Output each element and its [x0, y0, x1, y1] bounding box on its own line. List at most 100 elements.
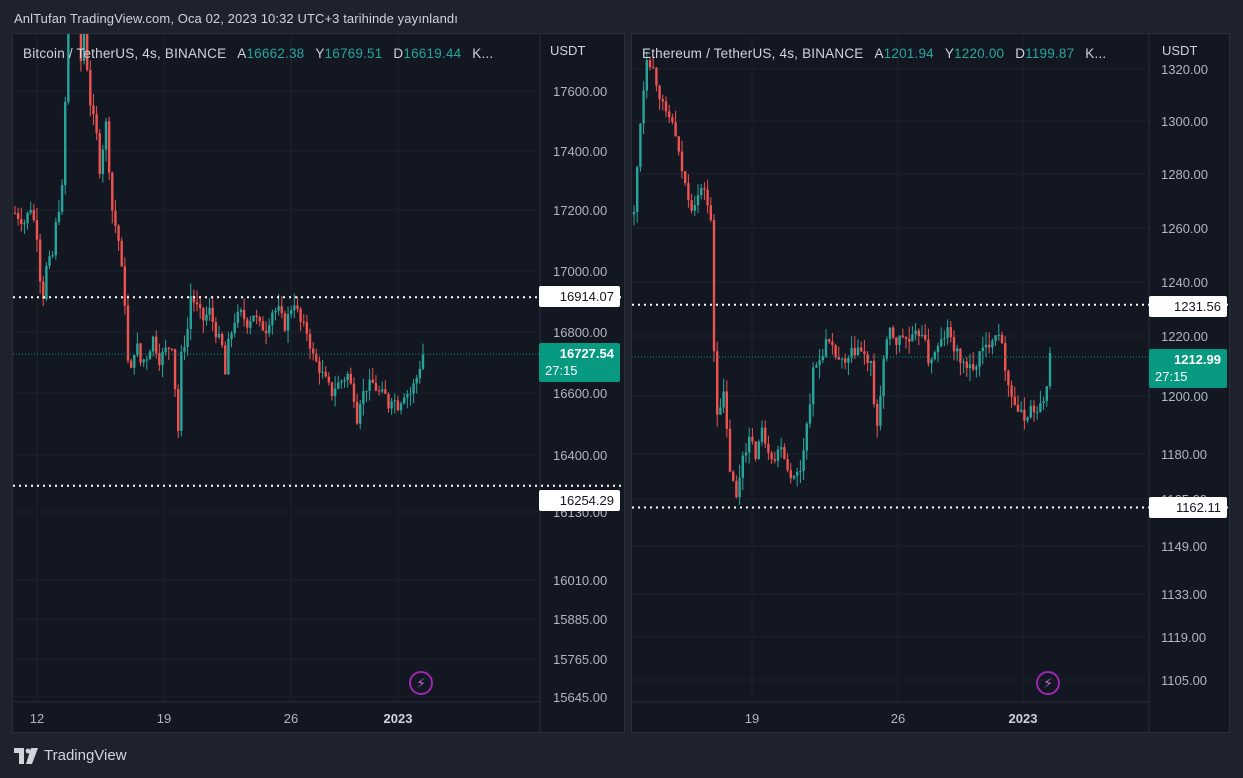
eth-symbol-label: Ethereum / TetherUS, 4s, BINANCE — [642, 46, 864, 61]
candle-body — [792, 475, 796, 479]
candle-body — [930, 359, 933, 364]
candle-body — [249, 321, 252, 328]
btc-y-key: Y — [315, 46, 325, 61]
btc-d-key: D — [393, 46, 404, 61]
candle-body — [396, 400, 400, 411]
candle-body — [956, 348, 959, 352]
candle-body — [808, 404, 812, 424]
eth-more-label[interactable]: K... — [1085, 46, 1107, 61]
candle-body — [828, 339, 831, 342]
candle-body — [60, 185, 64, 212]
candle-body — [1039, 403, 1042, 413]
candle-body — [904, 337, 908, 339]
btc-chart-panel[interactable]: 17600.00 17400.00 17200.00 17000.00 16800.00… — [12, 33, 625, 733]
candle-body — [129, 360, 133, 368]
candle-body — [402, 397, 406, 404]
candle-body — [693, 205, 696, 211]
candle-body — [943, 338, 946, 340]
candle-body — [639, 123, 642, 168]
eth-d-value: 1199.87 — [1025, 46, 1075, 61]
candle-body — [48, 256, 51, 266]
lightning-icon[interactable]: ⚡ — [1036, 671, 1060, 695]
y-tick-label: 1220.00 — [1161, 329, 1208, 344]
candle-body — [1016, 404, 1020, 412]
candle-body — [924, 334, 927, 340]
candle-body — [882, 358, 885, 397]
candle-body — [975, 366, 978, 370]
candle-body — [757, 441, 760, 459]
candle-body — [123, 266, 127, 306]
candle-body — [258, 317, 261, 322]
eth-countdown: 27:15 — [1155, 369, 1188, 384]
tradingview-footer[interactable]: TradingView — [14, 747, 127, 764]
candle-body — [1042, 401, 1045, 404]
eth-a-value: 1201.94 — [883, 46, 934, 61]
candle-body — [183, 347, 186, 352]
candle-body — [978, 351, 981, 367]
candle-body — [340, 381, 343, 383]
candle-body — [177, 389, 180, 431]
eth-chart-svg[interactable]: 1320.00 1300.00 1280.00 1260.00 1240.00 1220.… — [632, 34, 1230, 733]
candle-body — [965, 361, 968, 369]
candle-body — [384, 389, 387, 394]
candle-body — [148, 351, 152, 360]
candle-body — [927, 339, 930, 364]
candle-body — [959, 348, 962, 363]
candle-body — [415, 378, 418, 384]
candle-body — [1048, 353, 1052, 387]
candle-body — [885, 339, 888, 359]
candle-body — [89, 69, 92, 106]
candle-body — [706, 189, 709, 206]
candle-body — [856, 347, 860, 356]
candle-body — [368, 379, 371, 391]
candle-body — [289, 310, 293, 315]
candle-body — [355, 401, 359, 424]
candle-body — [972, 364, 975, 370]
candle-body — [198, 304, 202, 309]
candle-body — [387, 393, 390, 409]
candle-body — [145, 359, 149, 361]
candle-body — [850, 348, 853, 358]
candle-body — [38, 239, 42, 282]
eth-d-key: D — [1015, 46, 1026, 61]
candle-body — [1004, 343, 1007, 371]
candle-body — [418, 368, 422, 379]
candle-body — [302, 321, 305, 323]
candle-body — [139, 343, 142, 363]
candle-body — [853, 348, 856, 356]
btc-chart-svg[interactable]: 17600.00 17400.00 17200.00 17000.00 16800.00… — [13, 34, 625, 733]
candle-body — [933, 352, 936, 360]
candle-body — [671, 117, 674, 123]
candle-body — [680, 151, 684, 172]
x-tick-label: 19 — [745, 711, 759, 726]
candle-body — [1023, 409, 1026, 421]
eth-chart-panel[interactable]: 1320.00 1300.00 1280.00 1260.00 1240.00 1220.… — [631, 33, 1230, 733]
btc-a-value: 16662.38 — [246, 46, 305, 61]
candle-body — [208, 307, 211, 315]
candle-body — [126, 305, 130, 361]
candle-body — [863, 351, 866, 355]
y-tick-label: 15885.00 — [553, 612, 607, 627]
candle-body — [220, 333, 224, 346]
candle-body — [280, 306, 283, 314]
lightning-icon[interactable]: ⚡ — [409, 671, 433, 695]
candle-body — [271, 312, 274, 326]
btc-lower-line-label: 16254.29 — [539, 490, 620, 511]
candle-body — [744, 452, 748, 456]
candle-body — [133, 355, 136, 368]
candle-body — [305, 322, 309, 334]
candle-body — [748, 436, 751, 453]
candle-body — [920, 334, 924, 336]
candle-body — [136, 343, 139, 356]
candle-body — [946, 327, 949, 339]
eth-upper-line-label: 1231.56 — [1149, 296, 1227, 317]
candle-body — [917, 330, 920, 336]
btc-current-price-tag: 16727.54 27:15 — [539, 343, 620, 382]
candle-body — [725, 391, 728, 429]
y-tick-label: 1105.00 — [1161, 673, 1207, 688]
btc-more-label[interactable]: K... — [472, 46, 494, 61]
y-tick-label: 15765.00 — [553, 652, 607, 667]
candle-body — [330, 382, 334, 397]
candle-body — [246, 319, 249, 328]
candle-body — [111, 172, 114, 211]
